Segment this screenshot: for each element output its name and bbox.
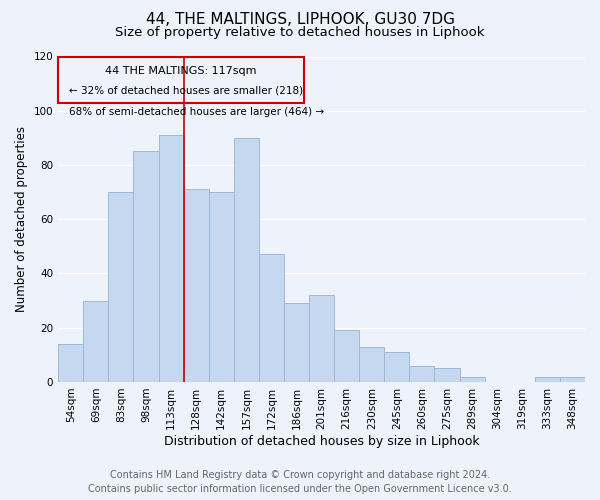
Text: 44 THE MALTINGS: 117sqm: 44 THE MALTINGS: 117sqm <box>106 66 257 76</box>
Y-axis label: Number of detached properties: Number of detached properties <box>15 126 28 312</box>
Text: 44, THE MALTINGS, LIPHOOK, GU30 7DG: 44, THE MALTINGS, LIPHOOK, GU30 7DG <box>146 12 455 28</box>
Bar <box>184 190 209 382</box>
Text: 68% of semi-detached houses are larger (464) →: 68% of semi-detached houses are larger (… <box>69 107 324 117</box>
Bar <box>309 295 334 382</box>
Bar <box>158 135 184 382</box>
Bar <box>385 352 409 382</box>
Bar <box>209 192 234 382</box>
Bar <box>259 254 284 382</box>
Bar <box>560 376 585 382</box>
Bar <box>284 304 309 382</box>
Bar <box>460 376 485 382</box>
Bar <box>535 376 560 382</box>
Bar <box>133 152 158 382</box>
Bar <box>234 138 259 382</box>
Bar <box>334 330 359 382</box>
Text: Contains HM Land Registry data © Crown copyright and database right 2024.
Contai: Contains HM Land Registry data © Crown c… <box>88 470 512 494</box>
Bar <box>83 300 109 382</box>
Bar <box>409 366 434 382</box>
Bar <box>58 344 83 382</box>
Bar <box>359 346 385 382</box>
Bar <box>434 368 460 382</box>
Text: ← 32% of detached houses are smaller (218): ← 32% of detached houses are smaller (21… <box>69 86 303 96</box>
Text: Size of property relative to detached houses in Liphook: Size of property relative to detached ho… <box>115 26 485 39</box>
Bar <box>109 192 133 382</box>
X-axis label: Distribution of detached houses by size in Liphook: Distribution of detached houses by size … <box>164 434 479 448</box>
